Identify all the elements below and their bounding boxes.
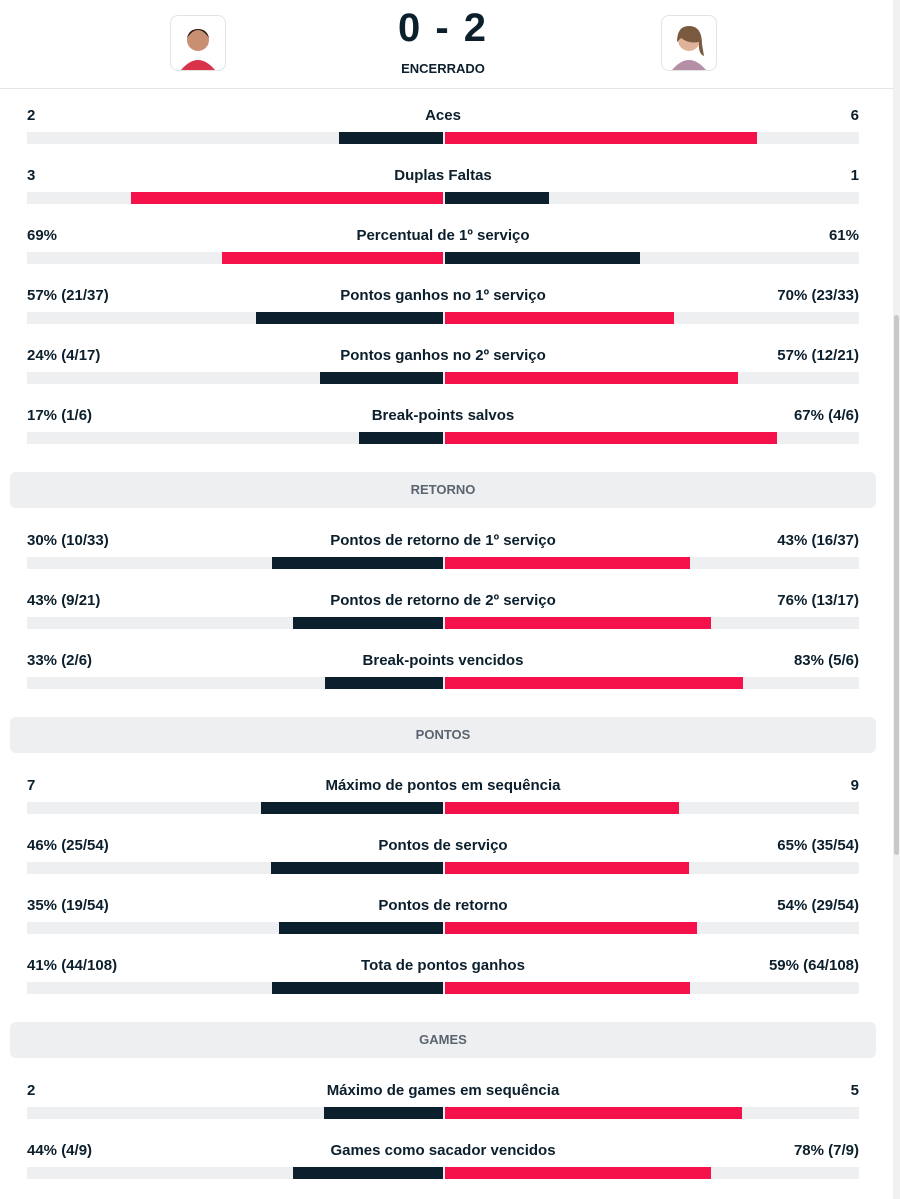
away-bar: [445, 192, 549, 204]
stat-label: Duplas Faltas: [394, 167, 492, 184]
away-bar: [445, 372, 738, 384]
bar-track: [27, 802, 859, 814]
away-value: 9: [850, 777, 859, 794]
scrollbar[interactable]: [893, 0, 900, 1199]
away-bar: [445, 802, 679, 814]
home-bar: [131, 192, 443, 204]
stat-label: Máximo de games em sequência: [326, 1082, 560, 1099]
home-value: 3: [27, 167, 36, 184]
away-bar: [445, 862, 689, 874]
away-value: 6: [850, 107, 859, 124]
home-bar: [319, 372, 443, 384]
bar-track: [27, 1167, 859, 1179]
stat-label: Aces: [425, 107, 461, 124]
home-player-avatar[interactable]: [170, 15, 226, 71]
stat-label: Games como sacador vencidos: [330, 1142, 556, 1159]
bar-track: [27, 312, 859, 324]
stat-label: Percentual de 1º serviço: [356, 227, 530, 244]
bar-track: [27, 557, 859, 569]
home-value: 30% (10/33): [27, 532, 109, 549]
stat-label: Tota de pontos ganhos: [361, 957, 525, 974]
home-value: 46% (25/54): [27, 837, 109, 854]
home-value: 35% (19/54): [27, 897, 109, 914]
away-value: 57% (12/21): [777, 347, 859, 364]
away-bar: [445, 252, 641, 264]
away-value: 83% (5/6): [793, 652, 859, 669]
away-bar: [445, 557, 691, 569]
away-bar: [445, 1167, 711, 1179]
stat-label: Pontos de retorno de 2º serviço: [330, 592, 556, 609]
away-bar: [445, 1107, 743, 1119]
match-status: ENCERRADO: [401, 61, 485, 76]
stat-label: Pontos de serviço: [378, 837, 508, 854]
away-bar: [445, 677, 743, 689]
home-value: 2: [27, 1082, 36, 1099]
home-value: 43% (9/21): [27, 592, 101, 609]
home-value: 24% (4/17): [27, 347, 101, 364]
section-header: RETORNO: [10, 472, 876, 508]
away-bar: [445, 312, 675, 324]
bar-track: [27, 617, 859, 629]
match-header: 0 - 2 ENCERRADO: [0, 0, 893, 89]
stat-label: Pontos de retorno de 1º serviço: [330, 532, 556, 549]
home-bar: [222, 252, 443, 264]
home-value: 69%: [27, 227, 58, 244]
away-value: 1: [850, 167, 859, 184]
bar-track: [27, 982, 859, 994]
away-value: 67% (4/6): [793, 407, 859, 424]
home-value: 7: [27, 777, 36, 794]
away-bar: [445, 617, 711, 629]
home-value: 57% (21/37): [27, 287, 109, 304]
scrollbar-thumb[interactable]: [894, 315, 899, 855]
away-bar: [445, 922, 698, 934]
home-bar: [324, 1107, 443, 1119]
home-bar: [270, 862, 443, 874]
home-bar: [339, 132, 443, 144]
home-value: 33% (2/6): [27, 652, 93, 669]
home-value: 2: [27, 107, 36, 124]
away-value: 5: [850, 1082, 859, 1099]
away-value: 61%: [828, 227, 859, 244]
away-value: 65% (35/54): [777, 837, 859, 854]
home-bar: [324, 677, 443, 689]
home-bar: [272, 557, 443, 569]
away-player-avatar[interactable]: [661, 15, 717, 71]
score: 0 - 2: [397, 6, 489, 50]
away-value: 78% (7/9): [793, 1142, 859, 1159]
home-value: 17% (1/6): [27, 407, 93, 424]
bar-track: [27, 252, 859, 264]
stat-label: Pontos de retorno: [378, 897, 508, 914]
away-bar: [445, 132, 757, 144]
section-header: PONTOS: [10, 717, 876, 753]
home-value: 41% (44/108): [27, 957, 118, 974]
away-bar: [445, 432, 777, 444]
away-value: 59% (64/108): [768, 957, 859, 974]
home-bar: [358, 432, 443, 444]
bar-track: [27, 862, 859, 874]
stat-label: Pontos ganhos no 2º serviço: [340, 347, 546, 364]
home-bar: [292, 617, 443, 629]
home-bar: [256, 312, 443, 324]
away-value: 54% (29/54): [777, 897, 859, 914]
stat-label: Break-points salvos: [371, 407, 515, 424]
away-value: 43% (16/37): [777, 532, 859, 549]
stat-label: Break-points vencidos: [362, 652, 524, 669]
home-bar: [279, 922, 443, 934]
away-bar: [445, 982, 691, 994]
away-value: 76% (13/17): [777, 592, 859, 609]
home-bar: [261, 802, 443, 814]
home-bar: [292, 1167, 443, 1179]
stat-label: Pontos ganhos no 1º serviço: [340, 287, 546, 304]
home-value: 44% (4/9): [27, 1142, 93, 1159]
away-value: 70% (23/33): [777, 287, 859, 304]
bar-track: [27, 922, 859, 934]
home-bar: [272, 982, 443, 994]
section-header: GAMES: [10, 1022, 876, 1058]
stat-label: Máximo de pontos em sequência: [325, 777, 561, 794]
